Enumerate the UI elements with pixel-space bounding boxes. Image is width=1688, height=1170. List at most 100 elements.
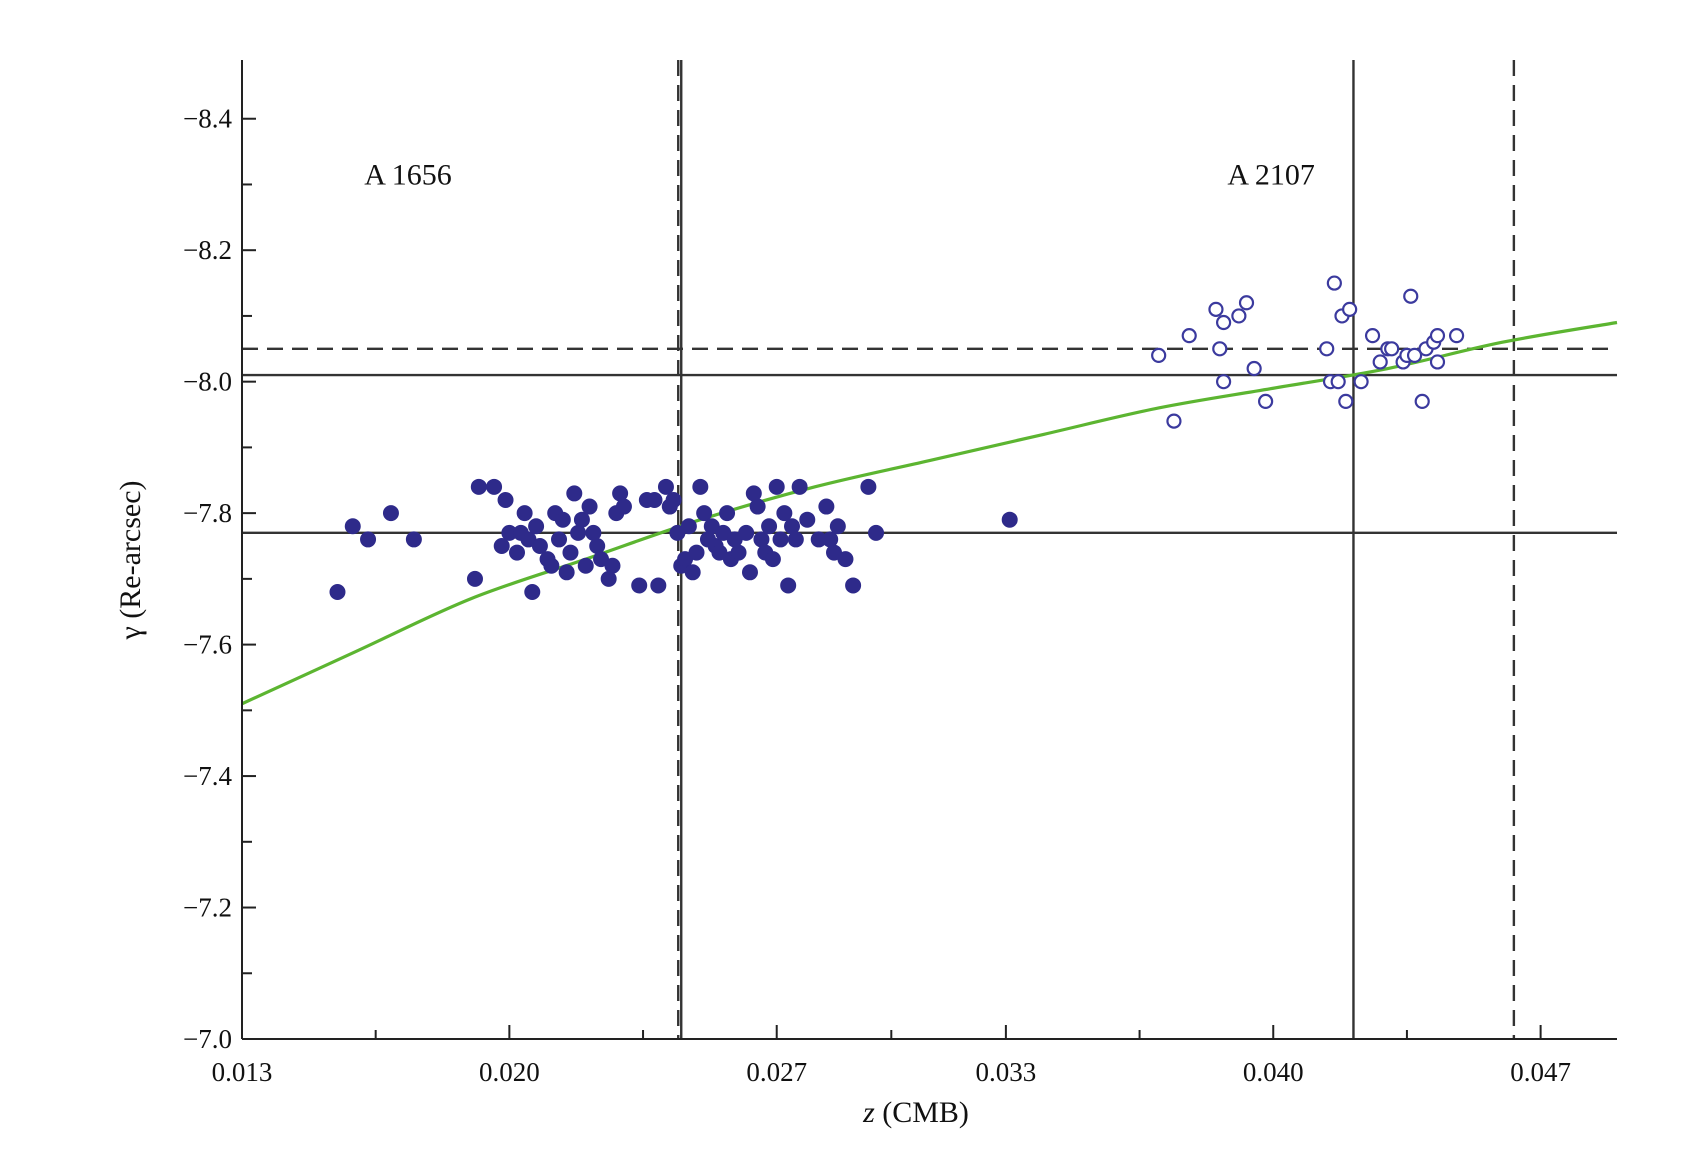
data-point-open [1364, 328, 1381, 344]
data-point-filled [780, 577, 797, 594]
data-point-filled [566, 485, 583, 502]
y-tick-label: −7.2 [183, 893, 232, 923]
y-tick-label: −8.4 [183, 104, 232, 134]
data-point-filled [822, 531, 839, 548]
data-point-filled [551, 531, 568, 548]
data-point-filled [696, 505, 713, 522]
data-point-filled [497, 491, 514, 508]
y-tick-label: −7.6 [183, 630, 232, 660]
data-point-open [1384, 341, 1400, 357]
x-axis-title-variable: z [862, 1096, 875, 1129]
x-tick-label: 0.013 [212, 1057, 273, 1087]
data-point-open [1238, 295, 1255, 311]
data-point-filled [787, 531, 804, 548]
data-point-filled [753, 531, 770, 548]
data-point-filled [528, 518, 545, 535]
data-point-filled [761, 518, 778, 535]
data-point-filled [657, 478, 674, 495]
data-point-filled [509, 544, 525, 561]
y-tick-label: −8.2 [183, 235, 232, 265]
data-point-filled [768, 478, 785, 495]
data-point-open [1151, 347, 1167, 363]
data-point-filled [845, 577, 862, 594]
annotations: A 1656 A 2107 [364, 158, 1315, 191]
data-point-filled [738, 524, 755, 541]
data-point-filled [684, 564, 701, 581]
data-point-filled [577, 557, 594, 574]
data-point-open [1212, 341, 1228, 357]
data-point-filled [573, 511, 590, 528]
data-point-filled [749, 498, 766, 515]
data-point-open [1246, 360, 1262, 377]
data-point-open [1208, 301, 1224, 317]
data-point-filled [741, 564, 758, 581]
data-point-filled [764, 551, 781, 568]
y-tick-label: −7.8 [183, 498, 232, 528]
data-point-open [1166, 413, 1182, 429]
data-point-filled [730, 544, 747, 561]
data-point-open [1231, 308, 1247, 324]
data-point-filled [382, 505, 399, 522]
data-point-open [1403, 288, 1419, 304]
data-point-open [1338, 393, 1354, 409]
fit-curve-group [241, 320, 1618, 706]
data-point-open [1429, 354, 1446, 370]
data-point-filled [466, 570, 483, 587]
data-point-filled [405, 531, 422, 548]
data-point-open [1448, 328, 1465, 344]
data-point-open [1258, 393, 1274, 409]
data-point-filled [470, 478, 487, 495]
data-point-filled [692, 478, 709, 495]
x-axis-title: z (CMB) [862, 1096, 969, 1129]
data-point-open [1330, 374, 1346, 390]
data-point-open [1353, 374, 1369, 390]
data-point-filled [688, 544, 705, 561]
data-point-filled [860, 478, 877, 495]
y-tick-label: −8.0 [183, 367, 232, 397]
data-points [329, 275, 1465, 601]
data-point-filled [776, 505, 793, 522]
data-point-filled [493, 538, 510, 554]
data-point-filled [329, 584, 346, 601]
data-point-open [1429, 328, 1446, 344]
data-point-filled [829, 518, 846, 535]
data-point-filled [719, 505, 736, 522]
data-point-filled [868, 524, 885, 541]
data-point-open [1215, 374, 1232, 390]
data-point-filled [631, 577, 648, 594]
data-point-filled [516, 505, 533, 522]
data-point-filled [581, 498, 598, 515]
data-point-filled [531, 538, 548, 554]
data-point-filled [818, 498, 835, 515]
data-point-filled [360, 531, 377, 548]
data-point-filled [650, 577, 667, 594]
cluster-label: A 2107 [1227, 158, 1315, 191]
y-tick-label: −7.0 [183, 1024, 232, 1054]
x-tick-label: 0.033 [976, 1057, 1037, 1087]
data-point-filled [585, 524, 602, 541]
x-tick-label: 0.040 [1243, 1057, 1304, 1087]
data-point-filled [646, 491, 663, 508]
y-axis-title: γ (Re-arcsec) [114, 481, 147, 641]
data-point-filled [745, 485, 762, 502]
x-tick-label: 0.027 [746, 1057, 807, 1087]
x-axis-title-unit: (CMB) [875, 1096, 969, 1129]
x-tick-label: 0.020 [479, 1057, 540, 1087]
data-point-filled [589, 538, 606, 554]
data-point-filled [799, 511, 816, 528]
data-point-filled [1001, 511, 1018, 528]
data-point-filled [600, 570, 617, 587]
x-tick-label: 0.047 [1510, 1057, 1571, 1087]
data-point-filled [680, 518, 697, 535]
data-point-filled [612, 485, 629, 502]
data-point-filled [554, 511, 571, 528]
data-point-filled [570, 524, 587, 541]
data-point-filled [772, 531, 789, 548]
data-point-open [1215, 314, 1232, 331]
data-point-open [1372, 354, 1388, 370]
data-point-filled [486, 478, 503, 495]
axes: 0.013 0.020 0.027 0.033 0.040 0.047 −7.0 −7.2 −7… [183, 60, 1617, 1087]
y-tick-label: −7.4 [183, 761, 232, 791]
fit-curve [241, 320, 1618, 706]
